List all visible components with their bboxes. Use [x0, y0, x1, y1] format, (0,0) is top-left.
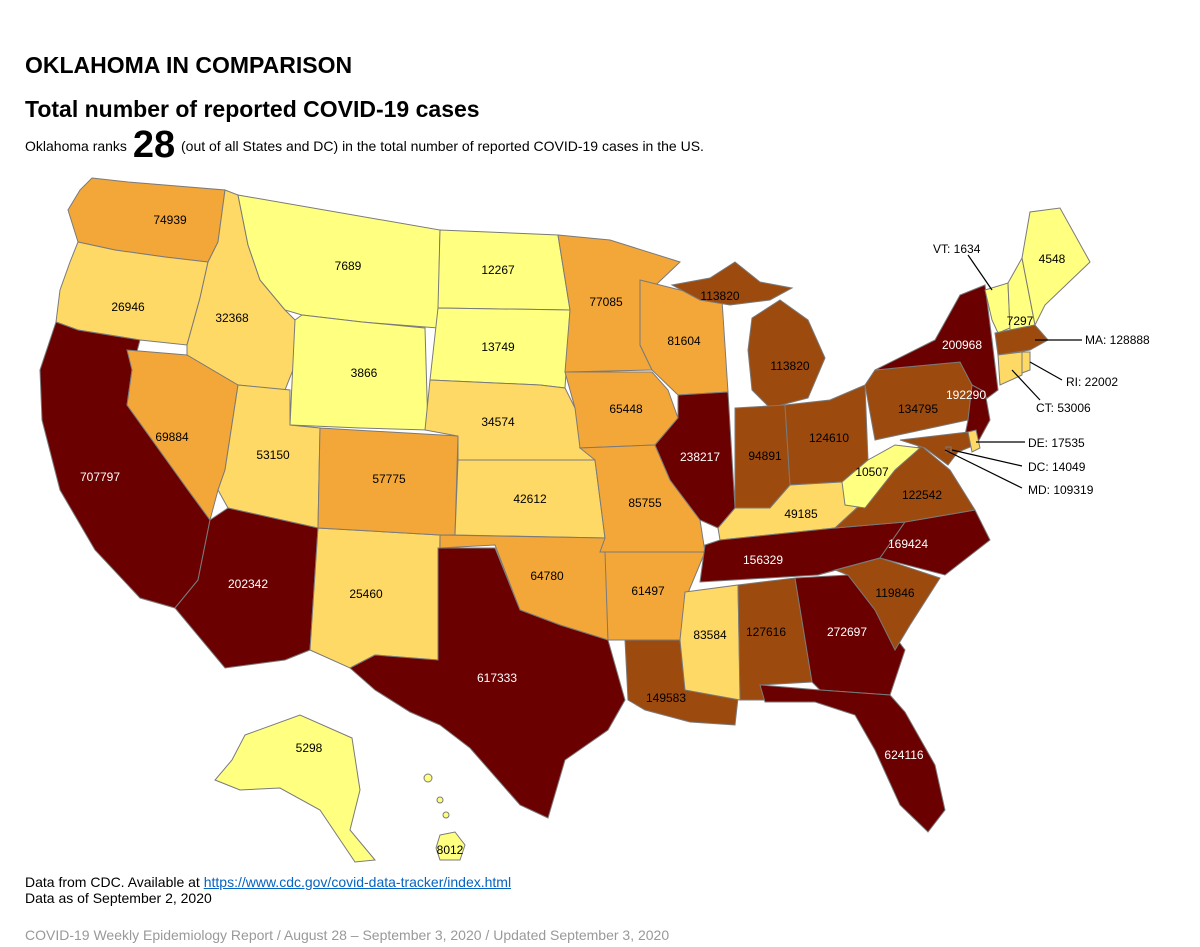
cdc-source-link[interactable]: https://www.cdc.gov/covid-data-tracker/i…	[203, 874, 512, 890]
label-wv: 10507	[855, 465, 889, 479]
state-hi	[435, 831, 466, 861]
label-wi: 81604	[667, 334, 701, 348]
footer-source: Data from CDC. Available at https://www.…	[25, 874, 511, 906]
label-ar: 61497	[631, 584, 665, 598]
label-tx: 617333	[477, 671, 517, 685]
state-ri	[1021, 351, 1031, 374]
label-nh: 7297	[1007, 314, 1034, 328]
label-mi-upper: 113820	[700, 289, 739, 303]
source-prefix: Data from CDC. Available at	[25, 874, 200, 890]
label-ne: 34574	[481, 415, 515, 429]
state-ak	[214, 714, 376, 863]
leader-ct	[1011, 369, 1041, 401]
page-title: OKLAHOMA IN COMPARISON	[25, 52, 353, 78]
label-sc: 119846	[875, 586, 914, 600]
label-il: 238217	[680, 450, 720, 464]
state-il	[654, 391, 736, 529]
state-ny	[874, 284, 999, 406]
state-mi	[747, 299, 826, 409]
label-id: 32368	[215, 311, 249, 325]
callout-ri: RI: 22002	[1066, 375, 1118, 389]
state-sc	[833, 557, 941, 652]
label-ks: 42612	[513, 492, 547, 506]
label-pa: 134795	[898, 402, 938, 416]
rank-suffix: (out of all States and DC) in the total …	[181, 138, 704, 154]
label-ia: 65448	[609, 402, 643, 416]
label-ca: 707797	[80, 470, 120, 484]
label-la: 149583	[646, 691, 686, 705]
state-ms	[679, 584, 741, 701]
label-az: 202342	[228, 577, 268, 591]
label-ga: 272697	[827, 625, 867, 639]
callout-md: MD: 109319	[1028, 483, 1094, 497]
label-mt: 7689	[335, 259, 362, 273]
label-hi: 8012	[437, 843, 464, 857]
state-de	[967, 429, 981, 453]
label-mo: 85755	[628, 496, 662, 510]
callout-ma: MA: 128888	[1085, 333, 1150, 347]
label-me: 4548	[1039, 252, 1066, 266]
label-va: 122542	[902, 488, 942, 502]
label-oh: 124610	[809, 431, 849, 445]
leader-dc	[951, 449, 1023, 467]
label-in: 94891	[748, 449, 782, 463]
label-tn: 156329	[743, 553, 783, 567]
state-tx	[349, 547, 626, 819]
rank-statement: Oklahoma ranks 28 (out of all States and…	[25, 124, 704, 167]
label-mi: 113820	[770, 359, 809, 373]
label-ny: 200968	[942, 338, 982, 352]
hawaii-island-small-2	[436, 796, 444, 804]
label-nv: 69884	[155, 430, 189, 444]
hawaii-island-small-3	[442, 811, 450, 819]
label-ky: 49185	[784, 507, 818, 521]
page-subtitle: Total number of reported COVID-19 cases	[25, 96, 480, 122]
label-wa: 74939	[153, 213, 187, 227]
state-ct	[997, 351, 1023, 386]
label-nm: 25460	[349, 587, 383, 601]
state-fl	[759, 684, 946, 833]
label-ak: 5298	[296, 741, 323, 755]
us-choropleth-map: 74939 26946 707797 32368 69884 7689 3866…	[39, 177, 1150, 863]
data-as-of: Data as of September 2, 2020	[25, 890, 212, 906]
label-wy: 3866	[351, 366, 378, 380]
label-fl: 624116	[884, 748, 923, 762]
state-ma	[994, 324, 1049, 356]
label-co: 57775	[372, 472, 406, 486]
rank-prefix: Oklahoma ranks	[25, 138, 127, 154]
callout-vt: VT: 1634	[933, 242, 981, 256]
hawaii-island-small-1	[423, 773, 433, 783]
label-mn: 77085	[589, 295, 623, 309]
state-or	[55, 241, 209, 346]
leader-vt	[967, 254, 993, 291]
label-al: 127616	[746, 625, 786, 639]
state-wv	[841, 444, 922, 509]
callout-dc: DC: 14049	[1028, 460, 1086, 474]
leader-ri	[1029, 361, 1063, 381]
state-nv	[126, 349, 239, 522]
rank-value: 28	[132, 124, 176, 166]
label-nc: 169424	[888, 537, 928, 551]
leader-md	[944, 449, 1023, 489]
label-ut: 53150	[256, 448, 290, 462]
label-ms: 83584	[693, 628, 727, 642]
label-sd: 13749	[481, 340, 515, 354]
state-wy	[289, 314, 429, 431]
report-line: COVID-19 Weekly Epidemiology Report / Au…	[25, 927, 670, 943]
label-nd: 12267	[481, 263, 515, 277]
state-vt	[984, 282, 1011, 334]
label-or: 26946	[111, 300, 145, 314]
state-me	[1021, 207, 1091, 327]
callout-de: DE: 17535	[1028, 436, 1085, 450]
callout-ct: CT: 53006	[1036, 401, 1091, 415]
state-nc	[817, 509, 991, 576]
label-ok: 64780	[530, 569, 564, 583]
state-mi-upper	[670, 261, 794, 306]
label-nj: 192290	[946, 388, 986, 402]
